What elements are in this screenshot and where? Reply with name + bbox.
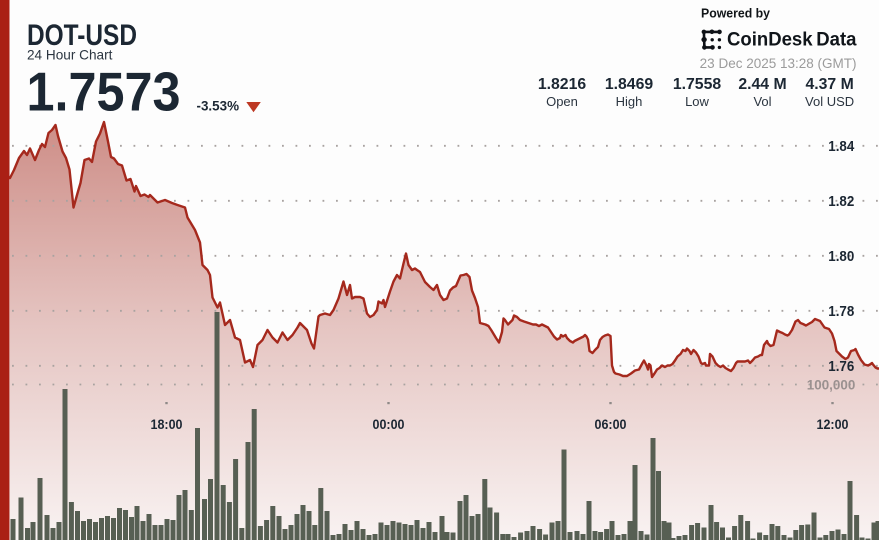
svg-text:Vol USD: Vol USD bbox=[805, 94, 854, 109]
svg-text:06:00: 06:00 bbox=[595, 417, 627, 432]
svg-text:1.82: 1.82 bbox=[828, 194, 854, 210]
svg-text:18:00: 18:00 bbox=[151, 417, 183, 432]
svg-text:2.44 M: 2.44 M bbox=[738, 76, 786, 93]
svg-text:High: High bbox=[616, 94, 643, 109]
svg-text:Vol: Vol bbox=[753, 94, 771, 109]
svg-text:-3.53%: -3.53% bbox=[197, 99, 240, 114]
svg-text:DOT-USD: DOT-USD bbox=[27, 19, 137, 52]
svg-text:4.37 M: 4.37 M bbox=[805, 76, 853, 93]
svg-text:Powered by: Powered by bbox=[701, 7, 770, 21]
svg-text:Open: Open bbox=[546, 94, 578, 109]
svg-text:12:00: 12:00 bbox=[817, 417, 849, 432]
svg-text:CoinDesk Data: CoinDesk Data bbox=[727, 30, 857, 51]
svg-text:1.8216: 1.8216 bbox=[538, 76, 587, 93]
svg-text:1.76: 1.76 bbox=[828, 359, 854, 375]
svg-text:1.78: 1.78 bbox=[828, 304, 854, 320]
svg-text:23 Dec 2025 13:28 (GMT): 23 Dec 2025 13:28 (GMT) bbox=[700, 56, 857, 71]
svg-text:24 Hour Chart: 24 Hour Chart bbox=[27, 47, 113, 62]
svg-text:Low: Low bbox=[685, 94, 709, 109]
svg-text:1.7558: 1.7558 bbox=[673, 76, 722, 93]
svg-text:1.84: 1.84 bbox=[828, 139, 855, 155]
svg-text:1.7573: 1.7573 bbox=[27, 61, 181, 123]
svg-text:1.8469: 1.8469 bbox=[605, 76, 654, 93]
svg-text:1.80: 1.80 bbox=[828, 249, 854, 265]
svg-text:100,000: 100,000 bbox=[807, 376, 856, 392]
svg-text:00:00: 00:00 bbox=[373, 417, 405, 432]
